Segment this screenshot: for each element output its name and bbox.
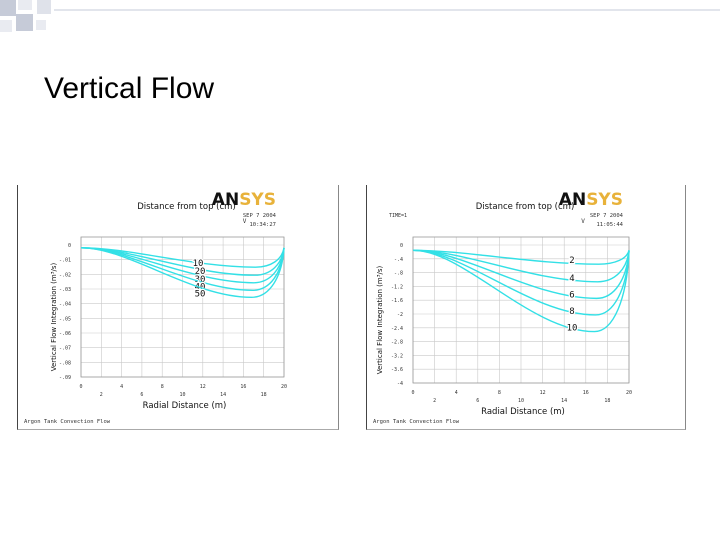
x-tick-label: 18 [261,392,267,398]
series-line [80,247,285,276]
y-tick-label: -.4 [394,257,403,263]
y-tick-label: -.09 [59,375,71,381]
ansys-logo: ANSYS [212,190,276,210]
series-line [412,249,630,265]
chart-right: 0 -.4 -.8 -1.2 -1.6 -2 -2.4 -2.8 -3.2 -3.6 -4 0 4 8 12… [373,190,632,425]
deco-square [36,20,46,30]
x-tick-label: 18 [604,398,610,404]
series-label: 6 [569,290,574,300]
logo-part-dark: AN [212,190,239,210]
top-axis-label: Distance from top (cm) [137,202,236,212]
x-tick-label: 16 [583,390,589,396]
series-label: 8 [569,307,574,317]
deco-square [16,14,33,31]
x-tick-label: 0 [79,384,82,390]
x-tick-label: 10 [179,392,185,398]
x-axis-title: Radial Distance (m) [143,401,227,411]
ansys-logo: ANSYS [559,190,623,210]
x-axis-title: Radial Distance (m) [481,407,565,417]
top-axis-label: Distance from top (cm) [476,202,575,212]
chart-panel-left: 0 -.01 -.02 -.03 -.04 -.05 -.06 -.07 -.08 -.09 0 4 8… [17,185,339,430]
y-tick-label: -.06 [59,331,71,337]
y-tick-label: 0 [68,243,71,249]
y-tick-label: -4 [397,381,403,387]
y-tick-label: -2 [397,312,403,318]
x-tick-label: 8 [498,390,501,396]
x-tick-label: 12 [540,390,546,396]
x-tick-label: 16 [240,384,246,390]
info-time: 10:34:27 [250,222,277,228]
series-line [80,247,285,268]
y-tick-label: -.08 [59,360,71,366]
x-tick-label: 2 [433,398,436,404]
y-tick-label: -.07 [59,346,71,352]
y-tick-label: 0 [400,243,403,249]
y-tick-label: -2.8 [391,340,403,346]
x-tick-label: 4 [120,384,123,390]
series-label: 10 [193,259,204,269]
deco-square [37,0,51,14]
series-line [412,249,630,300]
x-tick-label: 10 [518,398,524,404]
series-label: 4 [569,274,574,284]
x-tick-label: 20 [626,390,632,396]
y-tick-label: -.02 [59,272,71,278]
y-tick-label: -.03 [59,287,71,293]
y-tick-label: -.05 [59,316,71,322]
series-label: 50 [195,289,206,299]
x-tick-label: 0 [411,390,414,396]
series-line [412,249,630,316]
slide-title: Vertical Flow [44,72,215,105]
logo-part-accent: SYS [586,190,623,210]
y-tick-label: -3.2 [391,353,403,359]
y-tick-label: -2.4 [391,326,403,332]
info-date: SEP 7 2004 [590,213,624,219]
chart-panel-right: 0 -.4 -.8 -1.2 -1.6 -2 -2.4 -2.8 -3.2 -3.6 -4 0 4 8 12… [366,185,686,430]
x-tick-label: 4 [455,390,458,396]
chart-left: 0 -.01 -.02 -.03 -.04 -.05 -.06 -.07 -.08 -.09 0 4 8… [24,190,287,425]
y-tick-label: -3.6 [391,367,403,373]
y-tick-label: -.01 [59,258,71,264]
x-tick-label: 6 [140,392,143,398]
chart-caption: Argon Tank Convection Flow [24,419,111,425]
series-line [80,247,285,292]
x-tick-label: 14 [561,398,567,404]
x-tick-label: 8 [161,384,164,390]
plot-frame [412,236,630,384]
deco-square [0,0,16,16]
info-time: 11:05:44 [597,222,624,228]
series-line [80,247,285,299]
info-date: SEP 7 2004 [243,213,277,219]
logo-part-dark: AN [559,190,586,210]
x-tick-label: 20 [281,384,287,390]
marker-label: V [581,218,585,225]
deco-square [18,0,32,10]
corner-decoration [0,0,720,32]
y-tick-label: -.04 [59,302,71,308]
series-label: 2 [569,256,574,266]
deco-square [0,20,12,32]
plot-frame [80,236,285,378]
marker-label: V [243,218,247,225]
x-tick-label: 6 [476,398,479,404]
y-axis-title: Vertical Flow Integration (m³/s) [376,265,384,374]
time-tag: TIME=1 [389,213,407,219]
x-tick-label: 2 [100,392,103,398]
y-tick-label: -.8 [394,271,403,277]
logo-part-accent: SYS [239,190,276,210]
series-line [80,247,285,284]
y-axis-title: Vertical Flow Integration (m³/s) [50,262,58,371]
series-line [412,249,630,283]
x-tick-label: 14 [220,392,226,398]
x-tick-label: 12 [200,384,206,390]
y-tick-label: -1.2 [391,284,403,290]
y-tick-label: -1.6 [391,298,403,304]
chart-caption: Argon Tank Convection Flow [373,419,460,425]
series-label: 10 [567,324,578,334]
series-line [412,249,630,333]
